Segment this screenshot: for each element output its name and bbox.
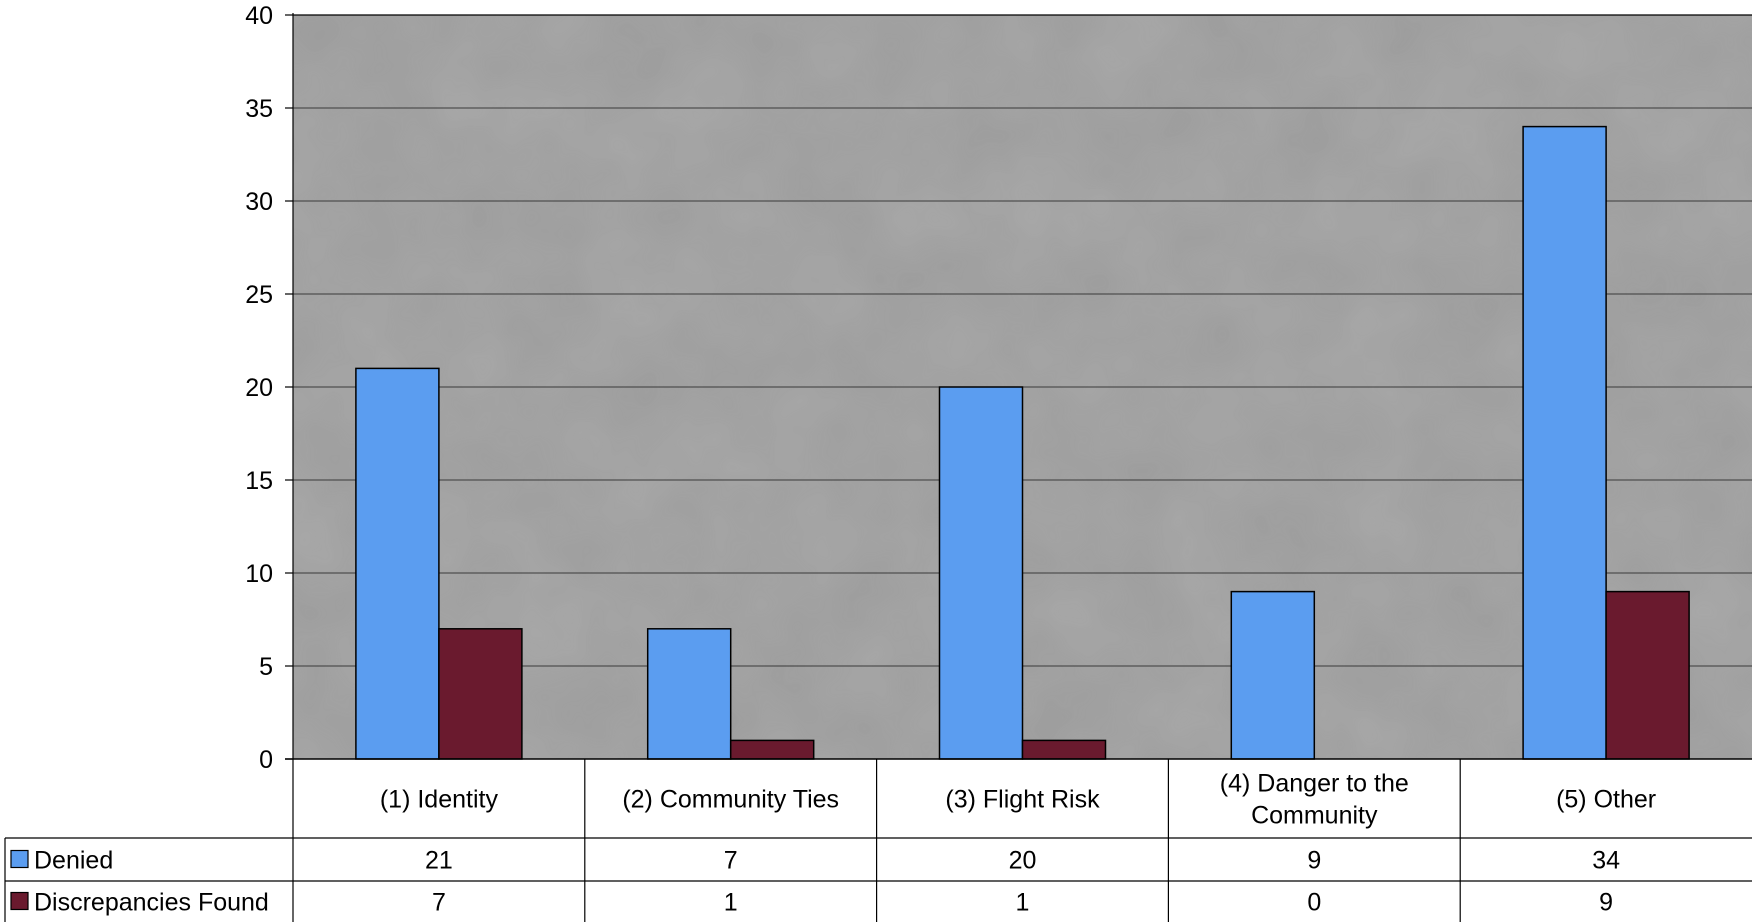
bar-denied-1 <box>355 367 440 760</box>
bar-denied-2 <box>646 628 732 760</box>
table-cell-discrepancies-5: 9 <box>1599 889 1613 917</box>
category-label-4: (4) Danger to the Community <box>1220 770 1409 830</box>
bar-denied-3 <box>938 386 1024 760</box>
table-cell-denied-5: 34 <box>1592 847 1620 875</box>
bar-discrepancies-2 <box>729 739 815 760</box>
category-label-3: (3) Flight Risk <box>945 786 1100 814</box>
table-cell-denied-1: 21 <box>425 847 453 875</box>
y-tick-label: 0 <box>259 746 273 774</box>
bar-discrepancies-3 <box>1021 739 1107 760</box>
y-tick-label: 30 <box>245 188 273 216</box>
y-tick-label: 20 <box>245 374 273 402</box>
category-label-5: (5) Other <box>1556 786 1656 814</box>
table-cell-denied-3: 20 <box>1009 847 1037 875</box>
category-label-1: (1) Identity <box>380 786 499 814</box>
y-tick-label: 40 <box>245 2 273 30</box>
bar-denied-4 <box>1230 590 1316 760</box>
bar-discrepancies-1 <box>438 628 523 760</box>
y-axis-ticks: 0 5 10 15 20 25 30 35 40 <box>245 2 293 774</box>
category-label-2: (2) Community Ties <box>622 786 839 814</box>
table-cell-denied-4: 9 <box>1307 847 1321 875</box>
table-cell-discrepancies-3: 1 <box>1016 889 1030 917</box>
axes <box>285 13 1752 922</box>
table-cell-discrepancies-4: 0 <box>1307 889 1321 917</box>
legend-swatch-discrepancies <box>10 891 29 911</box>
y-tick-label: 35 <box>245 95 273 123</box>
table-cell-discrepancies-1: 7 <box>432 889 446 917</box>
y-tick-label: 25 <box>245 281 273 309</box>
y-tick-label: 10 <box>245 560 273 588</box>
legend-label-discrepancies: Discrepancies Found <box>34 889 269 917</box>
bars <box>355 125 1690 760</box>
legend-swatch-denied <box>10 849 29 869</box>
table-cell-denied-2: 7 <box>724 847 738 875</box>
legend-label-denied: Denied <box>34 847 113 875</box>
y-tick-label: 15 <box>245 467 273 495</box>
data-table: (1) Identity (2) Community Ties (3) Flight… <box>4 759 1752 922</box>
table-cell-discrepancies-2: 1 <box>724 889 738 917</box>
bar-discrepancies-5 <box>1605 590 1690 760</box>
bar-denied-5 <box>1522 125 1607 760</box>
y-tick-label: 5 <box>259 653 273 681</box>
